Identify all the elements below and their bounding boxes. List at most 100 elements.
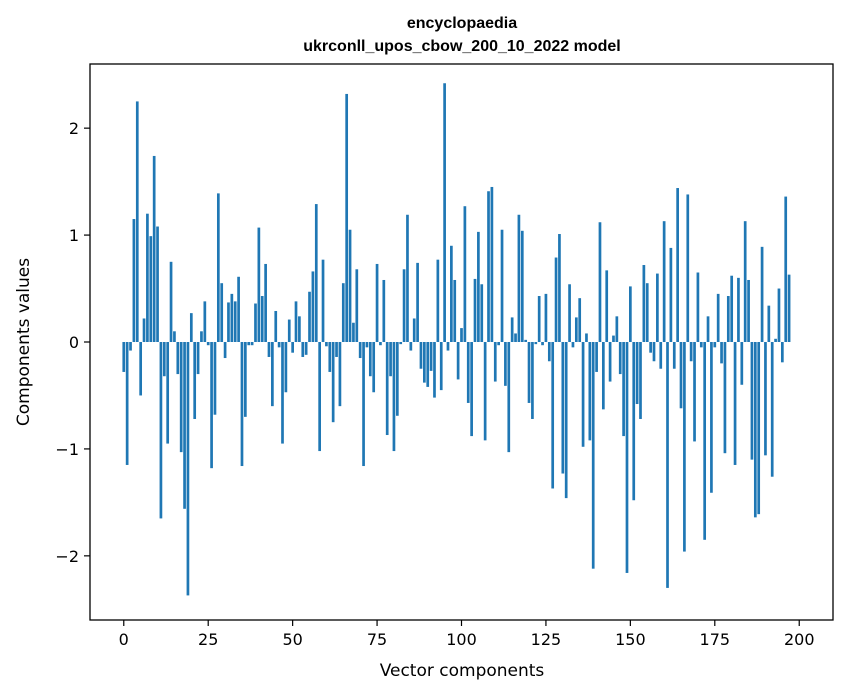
bar bbox=[639, 342, 642, 419]
bar bbox=[149, 236, 153, 342]
x-tick-label: 100 bbox=[446, 630, 477, 649]
bar bbox=[152, 155, 156, 342]
x-tick-label: 125 bbox=[531, 630, 562, 649]
bar bbox=[402, 269, 406, 342]
bar bbox=[564, 342, 568, 499]
bar bbox=[281, 342, 284, 444]
bar bbox=[122, 342, 126, 372]
bar bbox=[740, 342, 744, 385]
bar bbox=[220, 283, 224, 342]
bar bbox=[760, 246, 764, 342]
bar bbox=[477, 231, 480, 342]
bar bbox=[277, 342, 281, 348]
y-tick-label: 1 bbox=[69, 226, 79, 245]
bar bbox=[487, 191, 490, 342]
bar bbox=[406, 214, 409, 342]
bar bbox=[517, 214, 521, 342]
bar bbox=[764, 342, 767, 456]
bar bbox=[284, 342, 288, 393]
bar bbox=[433, 342, 436, 398]
bar bbox=[669, 247, 673, 342]
bar bbox=[747, 279, 750, 342]
bar bbox=[605, 270, 609, 342]
bar bbox=[622, 342, 625, 437]
chart-title-line-2: ukrconll_upos_cbow_200_10_2022 model bbox=[303, 38, 620, 55]
bar bbox=[514, 333, 517, 342]
bar bbox=[558, 234, 561, 342]
bar bbox=[223, 342, 227, 359]
x-tick-label: 50 bbox=[282, 630, 302, 649]
chart-title-line-1: encyclopaedia bbox=[407, 15, 517, 32]
bar bbox=[389, 342, 392, 377]
bar bbox=[206, 342, 210, 346]
bar bbox=[497, 342, 500, 346]
bar bbox=[193, 342, 197, 419]
bar bbox=[382, 279, 386, 342]
bar bbox=[308, 291, 311, 342]
bar bbox=[774, 338, 777, 342]
bar bbox=[355, 269, 359, 342]
bar bbox=[125, 342, 129, 465]
bar bbox=[375, 263, 379, 342]
bar bbox=[345, 93, 349, 342]
bar bbox=[429, 342, 433, 371]
bar bbox=[649, 342, 652, 353]
bar bbox=[439, 342, 443, 391]
y-tick-label: 2 bbox=[69, 119, 79, 138]
bar bbox=[412, 318, 416, 342]
bar bbox=[395, 342, 399, 416]
bar bbox=[142, 318, 146, 342]
bar bbox=[139, 342, 143, 396]
bar bbox=[244, 342, 247, 417]
bar bbox=[703, 342, 707, 540]
bar bbox=[520, 230, 524, 342]
bar bbox=[210, 342, 213, 469]
bar bbox=[321, 259, 325, 342]
bar bbox=[733, 342, 737, 465]
bar bbox=[291, 342, 294, 353]
bar bbox=[203, 301, 207, 342]
bar bbox=[331, 342, 335, 423]
bar bbox=[183, 342, 186, 509]
bar bbox=[581, 342, 585, 447]
bar bbox=[510, 317, 514, 342]
bar bbox=[311, 271, 315, 342]
bar bbox=[399, 342, 403, 345]
bar bbox=[230, 293, 234, 342]
bar bbox=[645, 283, 649, 342]
bar bbox=[450, 245, 453, 342]
bar bbox=[770, 342, 774, 477]
bar bbox=[743, 221, 747, 342]
bar bbox=[547, 342, 551, 362]
bar bbox=[662, 221, 666, 342]
y-tick-label: −2 bbox=[55, 547, 79, 566]
bar bbox=[551, 342, 555, 489]
bar bbox=[753, 342, 757, 518]
x-tick-label: 200 bbox=[784, 630, 815, 649]
bar bbox=[298, 316, 301, 342]
bar bbox=[146, 213, 149, 342]
bar bbox=[436, 259, 440, 342]
bar bbox=[601, 342, 605, 410]
bar bbox=[470, 342, 473, 437]
bar bbox=[237, 276, 240, 342]
bar bbox=[737, 277, 740, 342]
bar bbox=[713, 342, 717, 348]
x-tick-label: 0 bbox=[119, 630, 129, 649]
bar bbox=[341, 283, 345, 342]
x-tick-label: 25 bbox=[198, 630, 218, 649]
bar-series bbox=[122, 83, 791, 596]
bar bbox=[196, 342, 200, 375]
bar bbox=[504, 342, 507, 386]
bar bbox=[767, 305, 771, 342]
bar bbox=[629, 286, 632, 342]
bar bbox=[169, 261, 173, 342]
bar bbox=[780, 342, 784, 363]
bar bbox=[568, 284, 571, 342]
bar bbox=[696, 272, 700, 342]
bar bbox=[683, 342, 686, 552]
bar bbox=[716, 293, 720, 342]
bar bbox=[608, 342, 612, 382]
bar bbox=[352, 322, 355, 342]
bar bbox=[233, 301, 237, 342]
